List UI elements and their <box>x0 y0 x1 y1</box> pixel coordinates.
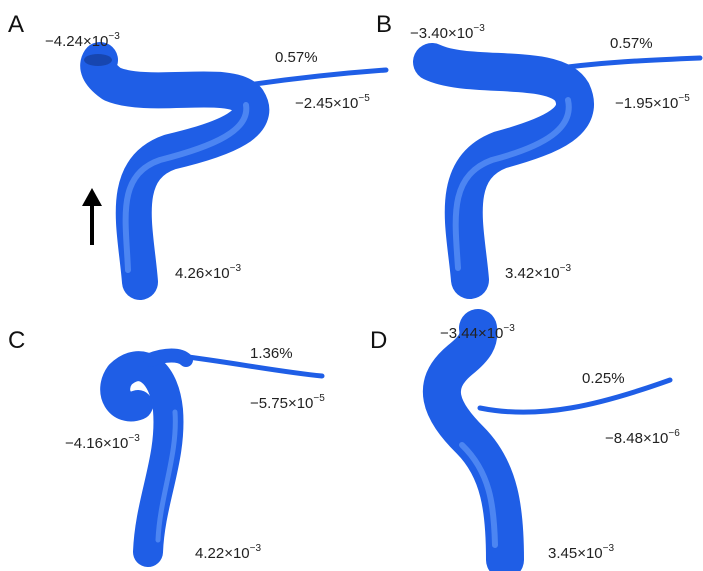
label: −8.48×10−6 <box>605 428 680 447</box>
label: 0.25% <box>582 370 625 387</box>
panel-a: A −4.24×10−3 0.57% −2.45×10−5 4.26×10−3 <box>8 11 386 282</box>
panel-d: D −3.44×10−3 0.25% −8.48×10−6 3.45×10−3 <box>370 323 680 562</box>
figure: A −4.24×10−3 0.57% −2.45×10−5 4.26×10−3 … <box>0 0 703 571</box>
label: 4.26×10−3 <box>175 263 241 282</box>
panel-b: B −3.40×10−3 0.57% −1.95×10−5 3.42×10−3 <box>376 11 700 282</box>
label: −3.40×10−3 <box>410 23 485 42</box>
label: −2.45×10−5 <box>295 93 370 112</box>
label: −3.44×10−3 <box>440 323 515 342</box>
panel-letter: D <box>370 327 387 354</box>
label: 0.57% <box>610 35 653 52</box>
vessel-opening <box>84 54 112 66</box>
panel-letter: B <box>376 11 392 38</box>
label: −4.16×10−3 <box>65 433 140 452</box>
vessel-branch <box>480 380 670 412</box>
label: −5.75×10−5 <box>250 393 325 412</box>
label: 4.22×10−3 <box>195 543 261 562</box>
label: 3.45×10−3 <box>548 543 614 562</box>
vessel <box>150 356 186 361</box>
label: 0.57% <box>275 49 318 66</box>
arrow-head <box>82 188 102 206</box>
vessel <box>98 60 251 282</box>
panel-letter: A <box>8 11 24 38</box>
panel-letter: C <box>8 327 25 354</box>
label: 1.36% <box>250 345 293 362</box>
label: 3.42×10−3 <box>505 263 571 282</box>
panel-c: C 1.36% −5.75×10−5 −4.16×10−3 4.22×10−3 <box>8 327 325 562</box>
vessel <box>432 62 575 280</box>
label: −1.95×10−5 <box>615 93 690 112</box>
